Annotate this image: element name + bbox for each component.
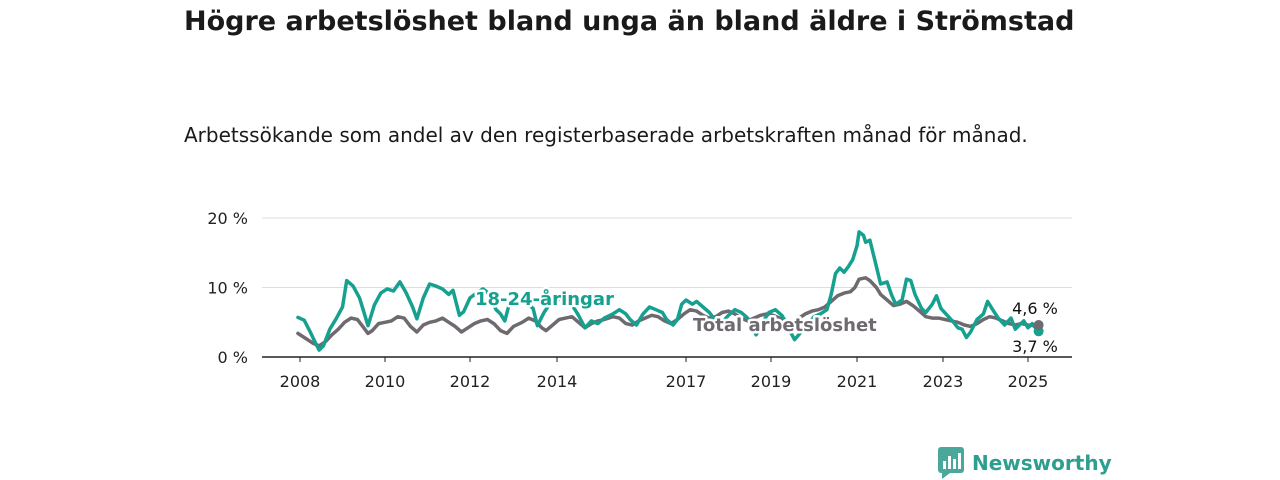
chart-title: Högre arbetslöshet bland unga än bland ä… xyxy=(184,6,1075,37)
series-line-18-24 xyxy=(296,230,1041,352)
newsworthy-logo-icon xyxy=(938,447,964,479)
x-tick-label: 2021 xyxy=(837,372,878,391)
y-tick-label: 20 % xyxy=(207,209,248,228)
end-label-18-24: 3,7 % xyxy=(1012,337,1058,356)
y-tick-label: 0 % xyxy=(218,348,248,367)
x-tick-label: 2014 xyxy=(537,372,578,391)
x-tick-label: 2019 xyxy=(751,372,792,391)
x-tick-label: 2008 xyxy=(280,372,321,391)
x-tick-label: 2023 xyxy=(923,372,964,391)
series-label-total: Total arbetslöshet xyxy=(693,315,877,336)
x-tick-label: 2017 xyxy=(666,372,707,391)
series-label-halo: Total arbetslöshet xyxy=(693,315,877,336)
y-tick-label: 10 % xyxy=(207,279,248,298)
end-point-total xyxy=(1033,320,1044,331)
x-tick-label: 2010 xyxy=(365,372,406,391)
end-label-total: 4,6 % xyxy=(1012,299,1058,318)
series-label-18-24: 18-24-åringar xyxy=(475,288,614,310)
chart-subtitle: Arbetssökande som andel av den registerb… xyxy=(184,123,1028,147)
brand-logo: Newsworthy xyxy=(938,447,1112,479)
brand-name: Newsworthy xyxy=(972,451,1112,475)
x-tick-label: 2025 xyxy=(1008,372,1049,391)
series-label-halo: 18-24-åringar xyxy=(475,288,614,310)
x-tick-label: 2012 xyxy=(450,372,491,391)
